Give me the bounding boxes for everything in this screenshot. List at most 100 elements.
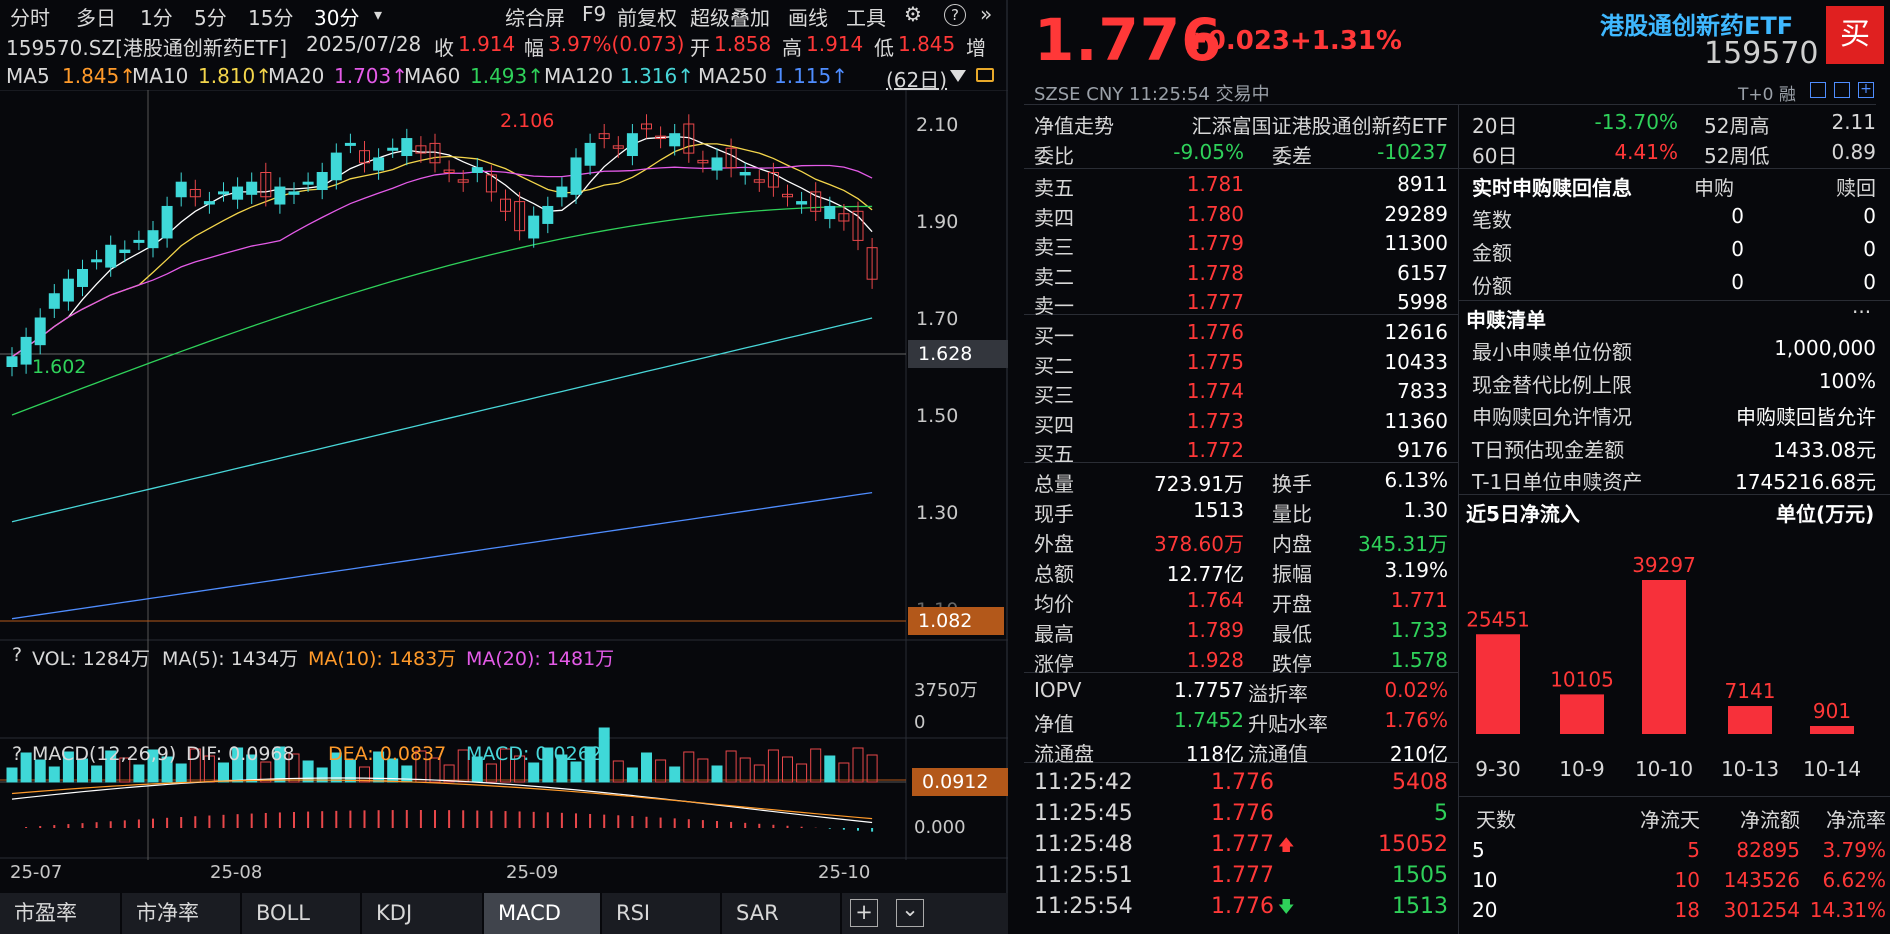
stat-label: 换手 bbox=[1272, 472, 1312, 496]
stat-value: 345.31万 bbox=[1358, 532, 1448, 556]
ma10-label: MA10 bbox=[132, 64, 189, 88]
w52h-value: 2.11 bbox=[1831, 110, 1876, 134]
more-icon[interactable]: ··· bbox=[1852, 300, 1872, 324]
candle-body bbox=[288, 191, 300, 195]
sell-level-price: 1.778 bbox=[1186, 260, 1244, 285]
tick-time: 11:25:51 bbox=[1034, 863, 1133, 888]
buy-level-label: 买三 bbox=[1034, 383, 1074, 407]
amp-label: 幅 bbox=[524, 36, 544, 60]
volume-bar bbox=[316, 767, 328, 783]
macd-axis-zero: 0.000 bbox=[914, 817, 966, 838]
buy-level-label: 买一 bbox=[1034, 324, 1074, 348]
alert-icon[interactable] bbox=[1834, 82, 1850, 98]
tab-multiday[interactable]: 多日 bbox=[76, 6, 116, 30]
period-dropdown-arrow-icon[interactable] bbox=[950, 70, 966, 82]
inflow-table-cell: 301254 bbox=[1723, 898, 1800, 922]
indicator-menu-icon[interactable]: ⌄ bbox=[896, 899, 924, 927]
inflow-bar[interactable] bbox=[1560, 694, 1604, 734]
candle-body bbox=[626, 133, 638, 157]
tab-boll[interactable]: BOLL bbox=[242, 893, 362, 934]
subscribe-row-redeem: 0 bbox=[1863, 237, 1876, 261]
tab-sar[interactable]: SAR bbox=[722, 893, 842, 934]
tab-pb[interactable]: 市净率 bbox=[122, 893, 242, 934]
iopv-value: 210亿 bbox=[1389, 742, 1448, 766]
ma60-label: MA60 bbox=[404, 64, 461, 88]
tab-1min[interactable]: 1分 bbox=[140, 6, 173, 30]
tab-pe[interactable]: 市盈率 bbox=[0, 893, 122, 934]
stat-value: 1.733 bbox=[1390, 618, 1448, 642]
tab-kdj[interactable]: KDJ bbox=[362, 893, 484, 934]
draw-line-button[interactable]: 画线 bbox=[788, 6, 828, 30]
volume-bar bbox=[626, 767, 638, 783]
stat-label: 开盘 bbox=[1272, 592, 1312, 616]
sell-level-volume: 6157 bbox=[1397, 260, 1448, 285]
nav-trend-label[interactable]: 净值走势 bbox=[1034, 114, 1114, 138]
creation-row-label: T日预估现金差额 bbox=[1472, 437, 1625, 462]
period-dropdown-icon[interactable]: ▾ bbox=[374, 5, 383, 24]
ma60-line bbox=[11, 205, 873, 416]
vol-help-icon[interactable]: ? bbox=[12, 644, 23, 666]
candle-body bbox=[218, 191, 229, 195]
add-watch-icon[interactable]: + bbox=[1858, 82, 1874, 98]
ma-line bbox=[11, 164, 873, 358]
volume-bar bbox=[655, 759, 667, 783]
volume-bar bbox=[359, 766, 370, 783]
close-label: 收 bbox=[434, 36, 454, 60]
period-label[interactable]: (62日) bbox=[886, 68, 948, 92]
more-label: 增 bbox=[966, 36, 986, 60]
super-overlay-button[interactable]: 超级叠加 bbox=[690, 6, 770, 30]
candle-body bbox=[62, 278, 74, 302]
sell-level-price: 1.779 bbox=[1186, 231, 1244, 255]
lock-icon[interactable] bbox=[976, 68, 994, 82]
forward-adjust-button[interactable]: 前复权 bbox=[617, 6, 677, 30]
high-value: 1.914 bbox=[806, 32, 864, 56]
gear-icon[interactable]: ⚙ bbox=[904, 2, 922, 26]
volume-bar bbox=[528, 762, 540, 783]
inflow-bar-date: 10-10 bbox=[1635, 757, 1693, 781]
help-icon[interactable]: ? bbox=[944, 4, 966, 26]
ma120-label: MA120 bbox=[544, 64, 614, 88]
stat-value: 1513 bbox=[1193, 498, 1244, 522]
candle-body bbox=[852, 210, 864, 241]
inflow-bar[interactable] bbox=[1810, 726, 1854, 734]
tab-5min[interactable]: 5分 bbox=[194, 6, 227, 30]
w52l-label: 52周低 bbox=[1704, 144, 1770, 168]
iopv-value: 1.76% bbox=[1384, 708, 1448, 732]
edit-icon[interactable] bbox=[1810, 82, 1826, 98]
sell-level-label: 卖五 bbox=[1034, 176, 1074, 200]
ma20-value: 1.703↑ bbox=[334, 64, 409, 88]
buy-button[interactable]: 买 bbox=[1826, 6, 1884, 64]
kline-chart[interactable] bbox=[0, 90, 1008, 893]
high-label: 高 bbox=[782, 36, 802, 60]
macd-help-icon[interactable]: ? bbox=[12, 743, 23, 765]
composite-screen-button[interactable]: 综合屏 bbox=[505, 6, 565, 30]
low-value: 1.845 bbox=[898, 32, 956, 56]
collapse-icon[interactable]: » bbox=[980, 2, 993, 26]
stat-label: 现手 bbox=[1034, 502, 1074, 526]
tab-macd[interactable]: MACD bbox=[484, 893, 602, 934]
vol-axis-top: 3750万 bbox=[914, 680, 978, 701]
sell-level-volume: 11300 bbox=[1384, 231, 1448, 255]
inflow-bar[interactable] bbox=[1728, 706, 1772, 734]
creation-list-title: 申赎清单 bbox=[1466, 308, 1546, 332]
sell-level-price: 1.780 bbox=[1186, 201, 1244, 226]
iopv-label: 净值 bbox=[1034, 712, 1074, 736]
axis-label-210: 2.10 bbox=[916, 114, 959, 136]
volume-bar bbox=[782, 756, 793, 783]
f9-button[interactable]: F9 bbox=[582, 2, 607, 26]
tools-button[interactable]: 工具 bbox=[846, 6, 886, 30]
tab-15min[interactable]: 15分 bbox=[248, 6, 294, 30]
iopv-value: 118亿 bbox=[1185, 742, 1244, 766]
tab-timeshare[interactable]: 分时 bbox=[10, 6, 50, 30]
buy-level-volume: 11360 bbox=[1384, 408, 1448, 433]
tab-rsi[interactable]: RSI bbox=[602, 893, 722, 934]
inflow-bar[interactable] bbox=[1642, 580, 1686, 734]
volume-bar bbox=[62, 751, 74, 783]
ma60-value: 1.493↑ bbox=[470, 64, 545, 88]
inflow-bar[interactable] bbox=[1476, 634, 1520, 734]
tab-30min[interactable]: 30分 bbox=[314, 6, 360, 30]
add-indicator-icon[interactable]: + bbox=[850, 899, 878, 927]
inflow-bar-value: 10105 bbox=[1550, 667, 1614, 691]
stat-value: 1.928 bbox=[1186, 648, 1244, 672]
ma250-price-box: 1.082 bbox=[908, 607, 1004, 635]
